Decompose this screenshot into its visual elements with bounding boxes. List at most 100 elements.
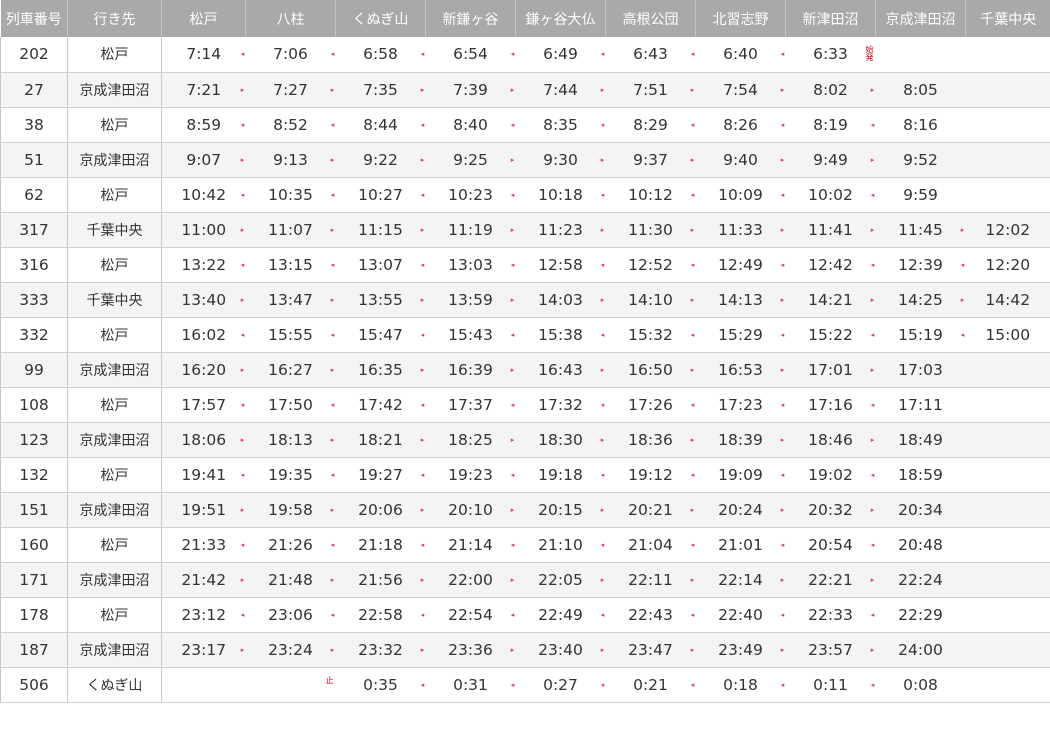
time-value: 16:35 xyxy=(358,360,403,379)
time-value: 10:35 xyxy=(268,185,313,204)
destination: 京成津田沼 xyxy=(67,422,162,458)
time-cell: 0:11 xyxy=(785,667,876,703)
time-value: 11:41 xyxy=(808,220,853,239)
time-cell: 6:58 xyxy=(335,37,426,73)
time-value: 15:00 xyxy=(985,325,1031,344)
time-cell: 21:48 xyxy=(245,562,336,598)
header-destination: 行き先 xyxy=(67,0,162,37)
time-cell: 8:44 xyxy=(335,107,426,143)
destination: 松戸 xyxy=(67,247,162,283)
time-value: 22:14 xyxy=(718,570,763,589)
time-value: 21:18 xyxy=(358,535,403,554)
time-cell: 0:21 xyxy=(605,667,696,703)
time-cell: 14:21 xyxy=(785,282,876,318)
time-cell: 18:30 xyxy=(515,422,606,458)
time-value: 15:55 xyxy=(268,325,313,344)
time-cell: 8:19 xyxy=(785,107,876,143)
time-value: 9:52 xyxy=(903,150,938,169)
time-value: 18:46 xyxy=(808,430,853,449)
time-value: 7:51 xyxy=(633,80,668,99)
time-cell xyxy=(965,387,1050,423)
time-cell: 19:41 xyxy=(161,457,246,493)
time-cell: 23:40 xyxy=(515,632,606,668)
time-cell: 22:33 xyxy=(785,597,876,633)
time-cell: 21:10 xyxy=(515,527,606,563)
time-value: 7:27 xyxy=(273,80,308,99)
time-cell: 18:59 xyxy=(875,457,966,493)
time-cell xyxy=(965,632,1050,668)
time-cell: 7:06 xyxy=(245,37,336,73)
time-cell: 19:27 xyxy=(335,457,426,493)
time-cell: 14:13 xyxy=(695,282,786,318)
time-value: 0:31 xyxy=(453,675,488,694)
time-cell: 0:27 xyxy=(515,667,606,703)
time-cell: 9:59 xyxy=(875,177,966,213)
time-cell: 16:20 xyxy=(161,352,246,388)
destination: 松戸 xyxy=(67,317,162,353)
time-cell: 0:08 xyxy=(875,667,966,703)
header-station: 京成津田沼 xyxy=(875,0,966,37)
time-cell: 11:30 xyxy=(605,212,696,248)
time-cell: 6:49 xyxy=(515,37,606,73)
time-cell: 19:51 xyxy=(161,492,246,528)
time-value: 11:19 xyxy=(448,220,493,239)
time-cell: 8:40 xyxy=(425,107,516,143)
destination: 松戸 xyxy=(67,177,162,213)
time-value: 22:49 xyxy=(538,605,583,624)
time-cell: 22:43 xyxy=(605,597,696,633)
time-cell: 22:11 xyxy=(605,562,696,598)
time-value: 17:03 xyxy=(898,360,943,379)
time-cell: 15:00 xyxy=(965,317,1050,353)
time-cell: 12:49 xyxy=(695,247,786,283)
time-value: 13:22 xyxy=(181,255,227,274)
time-value: 8:40 xyxy=(453,115,488,134)
time-value: 22:11 xyxy=(628,570,673,589)
time-cell: 13:40 xyxy=(161,282,246,318)
time-cell: 11:07 xyxy=(245,212,336,248)
time-cell: 11:33 xyxy=(695,212,786,248)
time-value: 18:49 xyxy=(898,430,943,449)
time-cell: 13:15 xyxy=(245,247,336,283)
time-value: 16:20 xyxy=(181,360,227,379)
time-value: 9:22 xyxy=(363,150,398,169)
time-value: 22:29 xyxy=(898,605,943,624)
time-value: 18:39 xyxy=(718,430,763,449)
header-row: 列車番号 行き先 松戸 八柱 くぬぎ山 新鎌ヶ谷 鎌ヶ谷大仏 高根公団 北習志野 新津田沼 京成津田… xyxy=(0,0,1050,37)
time-value: 17:23 xyxy=(718,395,763,414)
time-cell: 20:32 xyxy=(785,492,876,528)
time-value: 15:32 xyxy=(628,325,673,344)
time-cell: 17:37 xyxy=(425,387,516,423)
destination: 京成津田沼 xyxy=(67,352,162,388)
time-value: 21:48 xyxy=(268,570,313,589)
time-cell: 14:03 xyxy=(515,282,606,318)
time-cell: 7:44 xyxy=(515,72,606,108)
time-value: 19:27 xyxy=(358,465,403,484)
time-cell: 10:02 xyxy=(785,177,876,213)
time-cell: 19:58 xyxy=(245,492,336,528)
time-value: 20:34 xyxy=(898,500,943,519)
time-cell: 23:36 xyxy=(425,632,516,668)
time-value: 11:07 xyxy=(268,220,313,239)
time-cell: 19:18 xyxy=(515,457,606,493)
time-value: 22:58 xyxy=(358,605,403,624)
time-cell: 14:25 xyxy=(875,282,966,318)
time-cell xyxy=(965,597,1050,633)
time-cell: 15:43 xyxy=(425,317,516,353)
time-value: 20:06 xyxy=(358,500,403,519)
time-value: 22:24 xyxy=(898,570,943,589)
header-station: 北習志野 xyxy=(695,0,786,37)
time-cell: 21:26 xyxy=(245,527,336,563)
time-value: 11:15 xyxy=(358,220,403,239)
time-cell: 21:14 xyxy=(425,527,516,563)
time-value: 22:00 xyxy=(448,570,493,589)
time-value: 16:50 xyxy=(628,360,673,379)
time-cell: 6:43 xyxy=(605,37,696,73)
time-value: 8:19 xyxy=(813,115,848,134)
time-value: 18:36 xyxy=(628,430,673,449)
time-value: 11:00 xyxy=(181,220,227,239)
time-value: 17:11 xyxy=(898,395,943,414)
